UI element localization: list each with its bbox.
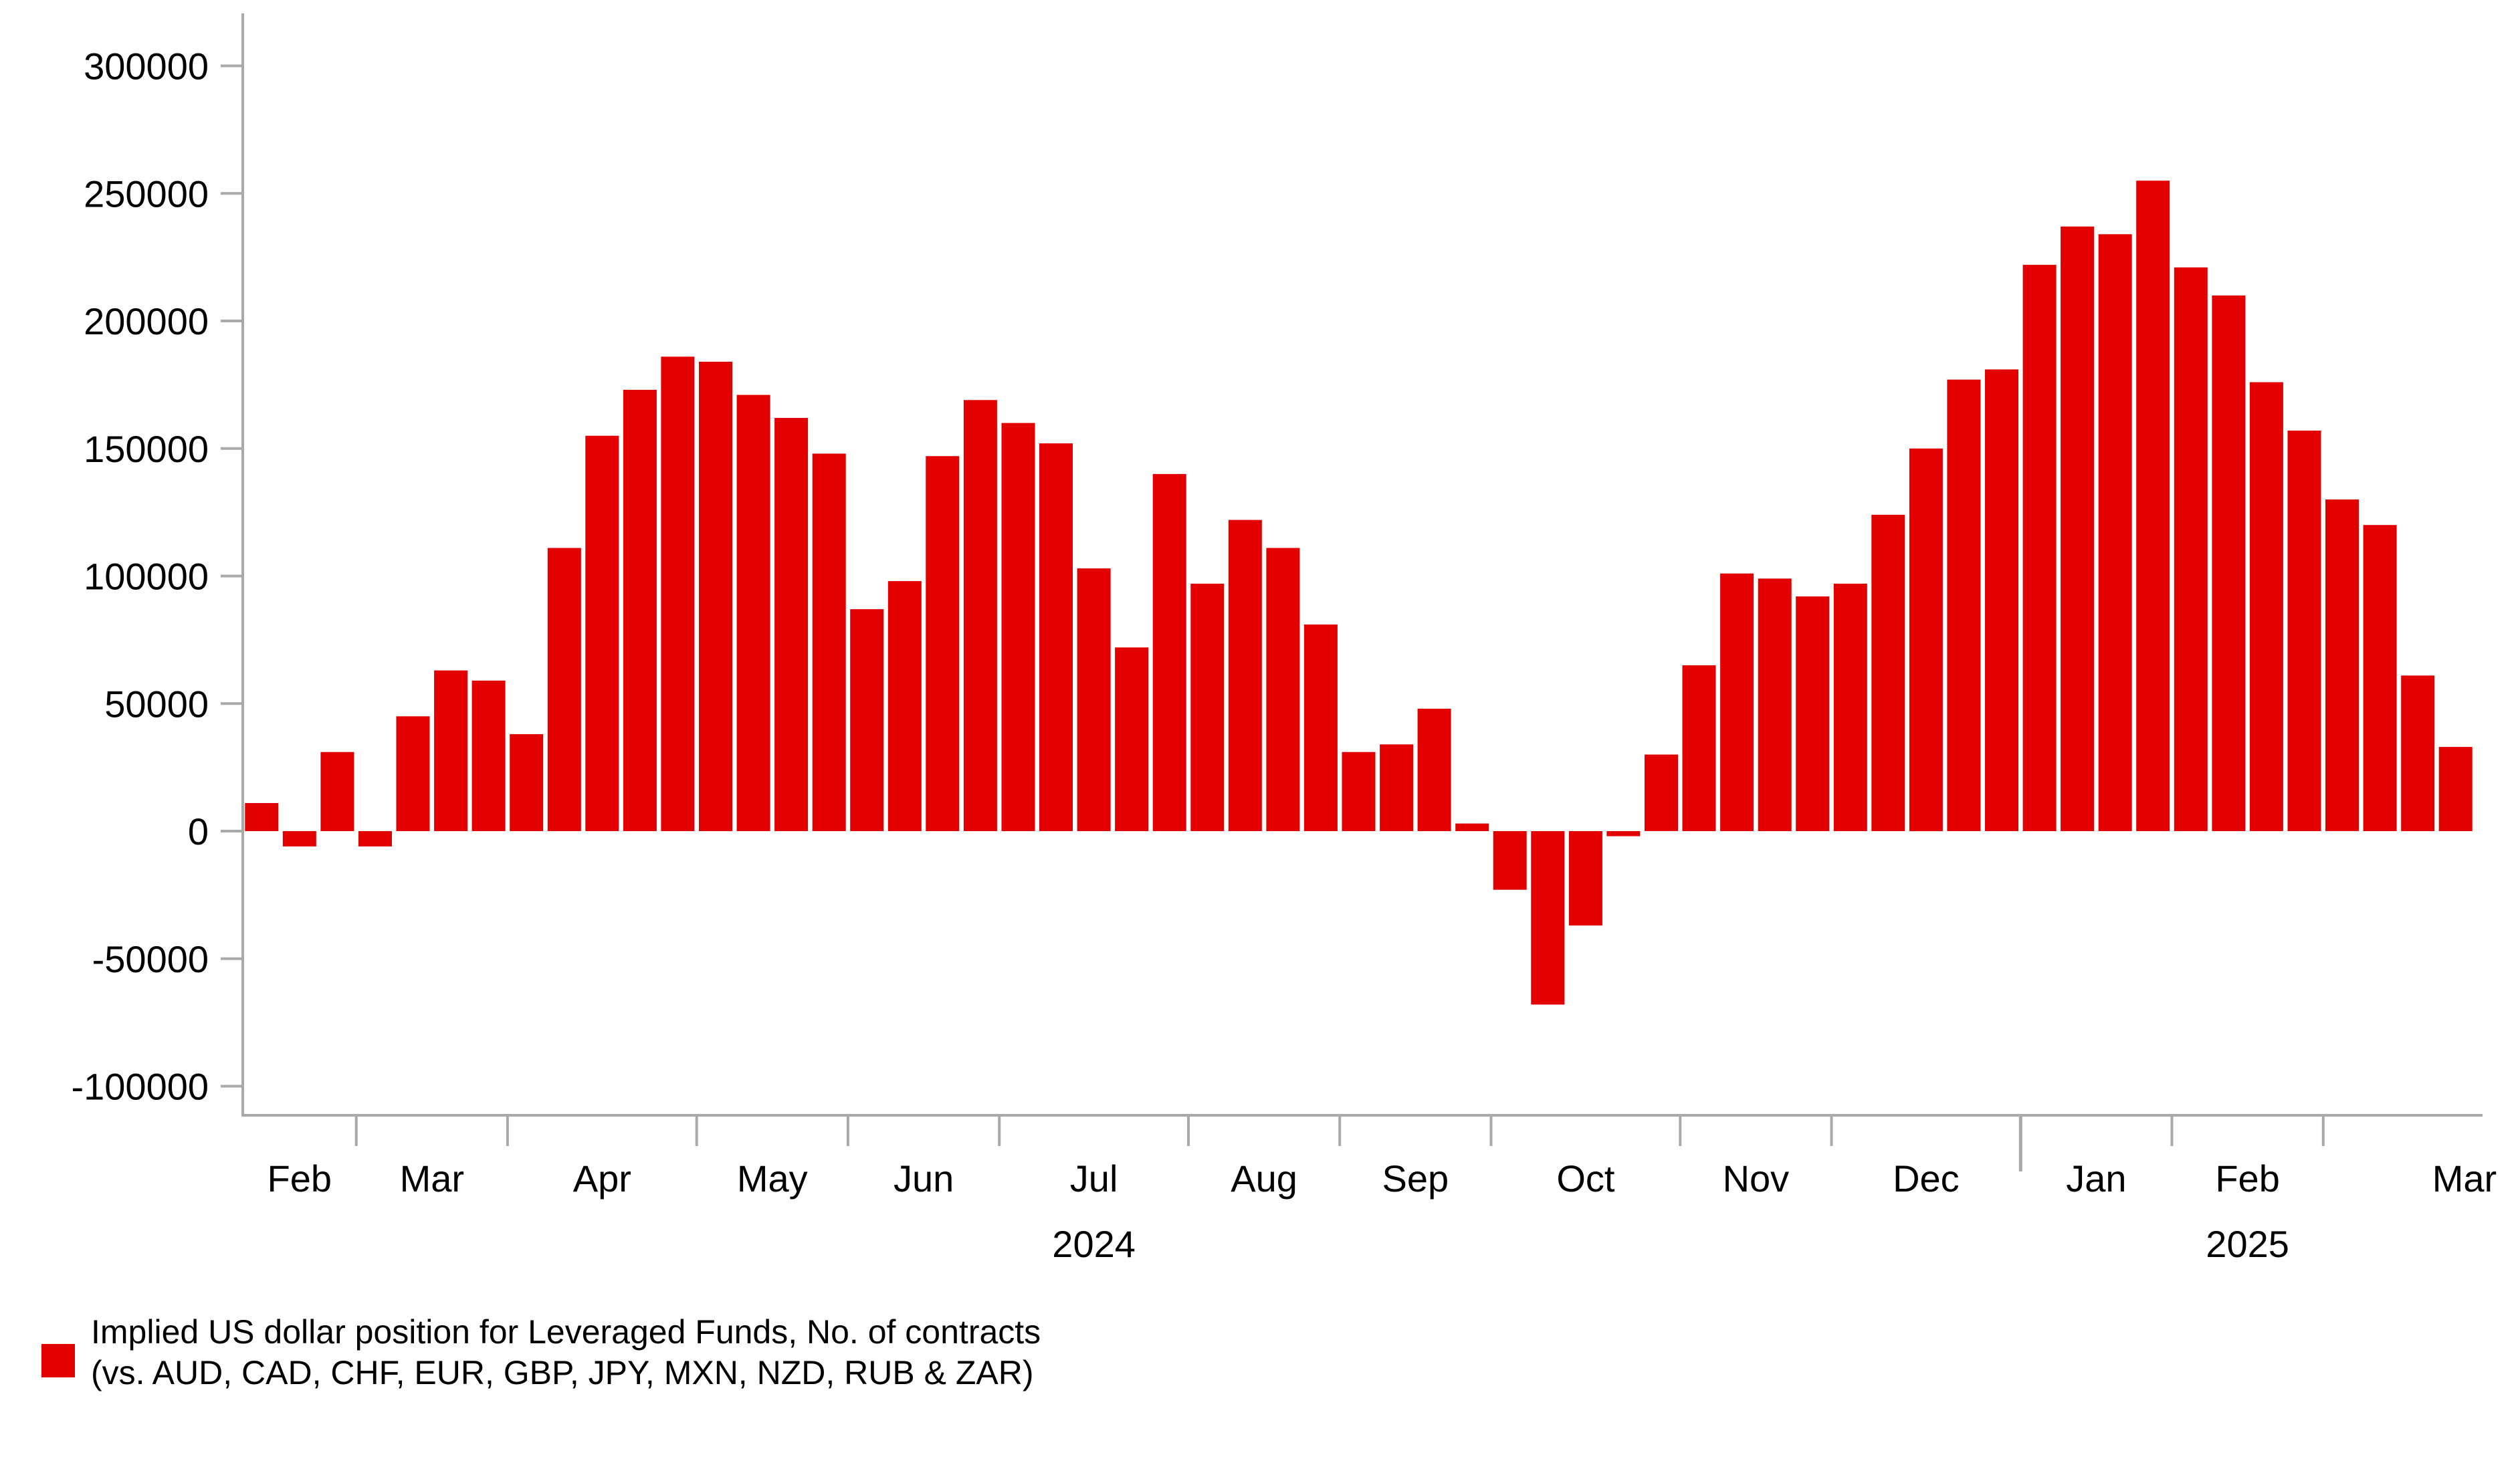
bar bbox=[2438, 747, 2473, 831]
bar bbox=[1909, 448, 1943, 832]
legend: Implied US dollar position for Leveraged… bbox=[41, 1312, 1041, 1393]
bar bbox=[1001, 423, 1035, 831]
bar bbox=[1077, 568, 1111, 831]
bar bbox=[1568, 831, 1602, 926]
bar bbox=[320, 752, 354, 831]
bar bbox=[245, 803, 279, 831]
bar bbox=[471, 680, 506, 831]
bar bbox=[434, 670, 468, 831]
bar bbox=[1455, 823, 1489, 831]
bar bbox=[2287, 431, 2321, 831]
bar bbox=[1380, 744, 1414, 831]
legend-text: Implied US dollar position for Leveraged… bbox=[91, 1312, 1041, 1393]
x-axis-month-label: Jul bbox=[1070, 1157, 1118, 1200]
bar bbox=[1342, 752, 1376, 831]
bar bbox=[1796, 596, 1830, 831]
y-axis-label: -50000 bbox=[92, 938, 209, 980]
y-axis-label: 150000 bbox=[84, 428, 209, 470]
bar bbox=[812, 453, 846, 831]
bar bbox=[2325, 499, 2359, 831]
legend-swatch-icon bbox=[41, 1344, 75, 1377]
bar bbox=[585, 435, 619, 831]
legend-line2: (vs. AUD, CAD, CHF, EUR, GBP, JPY, MXN, … bbox=[91, 1354, 1034, 1391]
bar bbox=[1720, 573, 1754, 831]
bar bbox=[1833, 583, 1867, 831]
bar bbox=[1039, 443, 1073, 831]
bar bbox=[2061, 226, 2095, 831]
bar bbox=[1645, 754, 1678, 831]
bar bbox=[358, 831, 392, 846]
x-axis-month-label: May bbox=[737, 1157, 808, 1200]
bar bbox=[1682, 665, 1716, 831]
x-axis-month-label: Feb bbox=[268, 1157, 332, 1200]
bar bbox=[2212, 295, 2246, 831]
legend-line1: Implied US dollar position for Leveraged… bbox=[91, 1313, 1041, 1351]
bar bbox=[1606, 831, 1641, 836]
bar bbox=[1152, 473, 1186, 831]
bar bbox=[2363, 525, 2397, 831]
x-axis-year-label: 2024 bbox=[1052, 1223, 1136, 1265]
y-axis-label: 0 bbox=[188, 810, 209, 853]
bar bbox=[282, 831, 316, 846]
y-axis-label: 100000 bbox=[84, 556, 209, 598]
bar bbox=[1985, 369, 2018, 831]
bar bbox=[887, 581, 922, 831]
bar bbox=[1303, 625, 1338, 831]
bar bbox=[1758, 578, 1792, 831]
y-axis-label: -100000 bbox=[71, 1066, 209, 1108]
bar bbox=[2022, 265, 2057, 832]
bar bbox=[850, 609, 884, 831]
bar bbox=[774, 418, 809, 831]
bar bbox=[2098, 234, 2132, 831]
bar bbox=[1947, 379, 1981, 831]
x-axis-month-label: Aug bbox=[1231, 1157, 1297, 1200]
bar bbox=[1531, 831, 1565, 1005]
bar bbox=[699, 362, 732, 831]
bar bbox=[1228, 520, 1262, 831]
bar bbox=[510, 734, 544, 831]
bar bbox=[396, 716, 430, 831]
x-axis-year-label: 2025 bbox=[2206, 1223, 2289, 1265]
x-axis-month-label: Sep bbox=[1382, 1157, 1449, 1200]
bar bbox=[547, 548, 581, 831]
bar bbox=[1190, 583, 1225, 831]
x-axis-month-label: Apr bbox=[573, 1157, 631, 1200]
bar bbox=[2174, 267, 2208, 831]
x-axis-month-label: Mar bbox=[2432, 1157, 2497, 1200]
bar bbox=[1493, 831, 1527, 890]
bar bbox=[2401, 675, 2435, 831]
bar bbox=[661, 356, 695, 831]
bar bbox=[1871, 514, 1905, 831]
bar bbox=[926, 456, 960, 831]
x-axis-month-label: Jan bbox=[2066, 1157, 2126, 1200]
x-axis-month-label: Mar bbox=[400, 1157, 464, 1200]
bar bbox=[2136, 181, 2170, 831]
bar bbox=[1115, 647, 1149, 831]
y-axis-label: 250000 bbox=[84, 173, 209, 215]
bar bbox=[1266, 548, 1300, 831]
bar bbox=[736, 394, 770, 831]
y-axis-label: 300000 bbox=[84, 45, 209, 88]
x-axis-month-label: Nov bbox=[1723, 1157, 1790, 1200]
y-axis-label: 50000 bbox=[104, 683, 209, 725]
bar bbox=[963, 400, 997, 831]
y-axis-label: 200000 bbox=[84, 300, 209, 342]
bar bbox=[623, 390, 657, 831]
x-axis-month-label: Feb bbox=[2215, 1157, 2280, 1200]
bar bbox=[1417, 708, 1451, 831]
bar bbox=[2249, 382, 2283, 831]
x-axis-month-label: Jun bbox=[894, 1157, 954, 1200]
x-axis-month-label: Dec bbox=[1893, 1157, 1960, 1200]
x-axis-month-label: Oct bbox=[1556, 1157, 1615, 1200]
